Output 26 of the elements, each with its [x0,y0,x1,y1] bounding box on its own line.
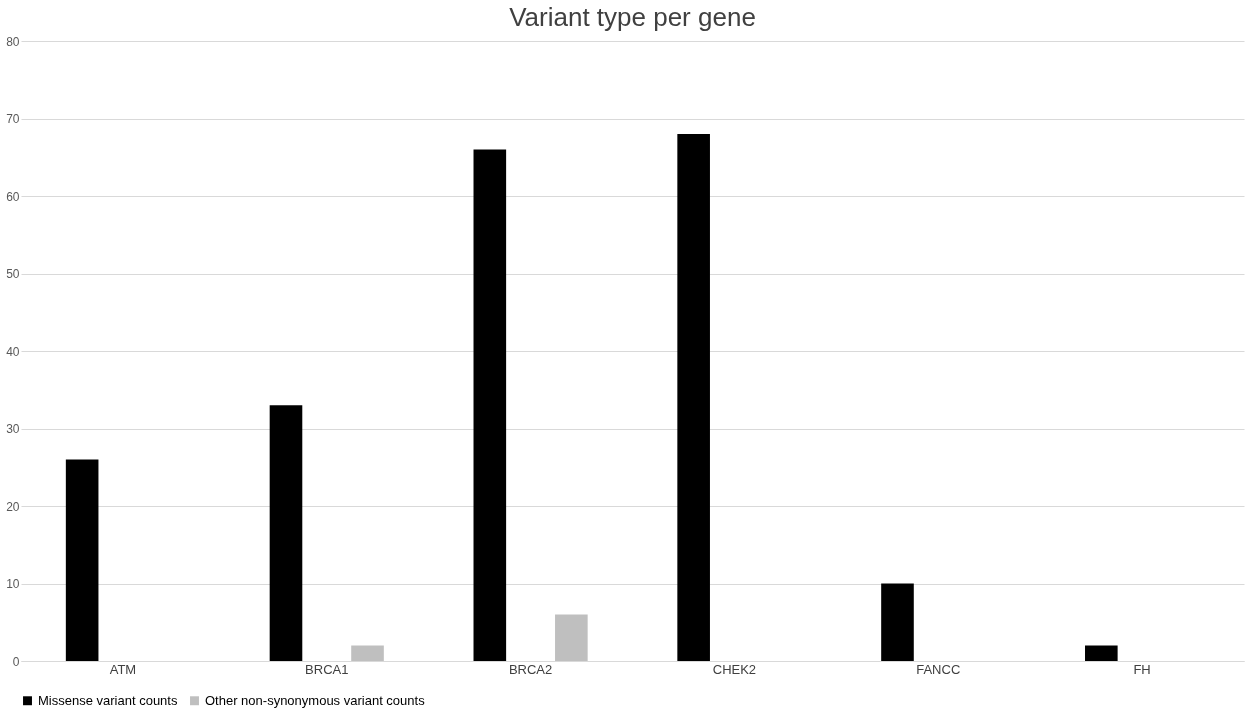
y-tick-label: 40 [6,344,20,359]
bar [351,645,384,661]
y-tick-label: 50 [6,267,20,281]
legend-label: Missense variant counts [38,692,178,708]
y-tick-label: 0 [12,654,20,669]
legend-label: Other non-synonymous variant counts [205,692,426,708]
chart-title: Variant type per gene [509,2,756,32]
y-tick-label: 60 [6,189,20,204]
y-tick-label: 20 [6,499,20,514]
x-tick-label: ATM [109,661,137,677]
x-tick-label: BRCA1 [305,661,349,677]
bar [555,614,588,661]
x-tick-label: BRCA2 [508,661,553,677]
bar [473,149,507,661]
bar [269,405,303,661]
y-tick-label: 70 [6,112,20,126]
bar [677,134,710,661]
x-tick-label: CHEK2 [712,661,757,677]
y-tick-label: 30 [6,422,20,436]
y-tick-label: 80 [6,34,20,49]
x-tick-label: FANCC [916,661,961,677]
bar [65,459,99,661]
bar [1085,645,1118,661]
y-tick-label: 10 [6,577,20,591]
bar [881,583,914,661]
x-tick-label: FH [1133,661,1151,677]
